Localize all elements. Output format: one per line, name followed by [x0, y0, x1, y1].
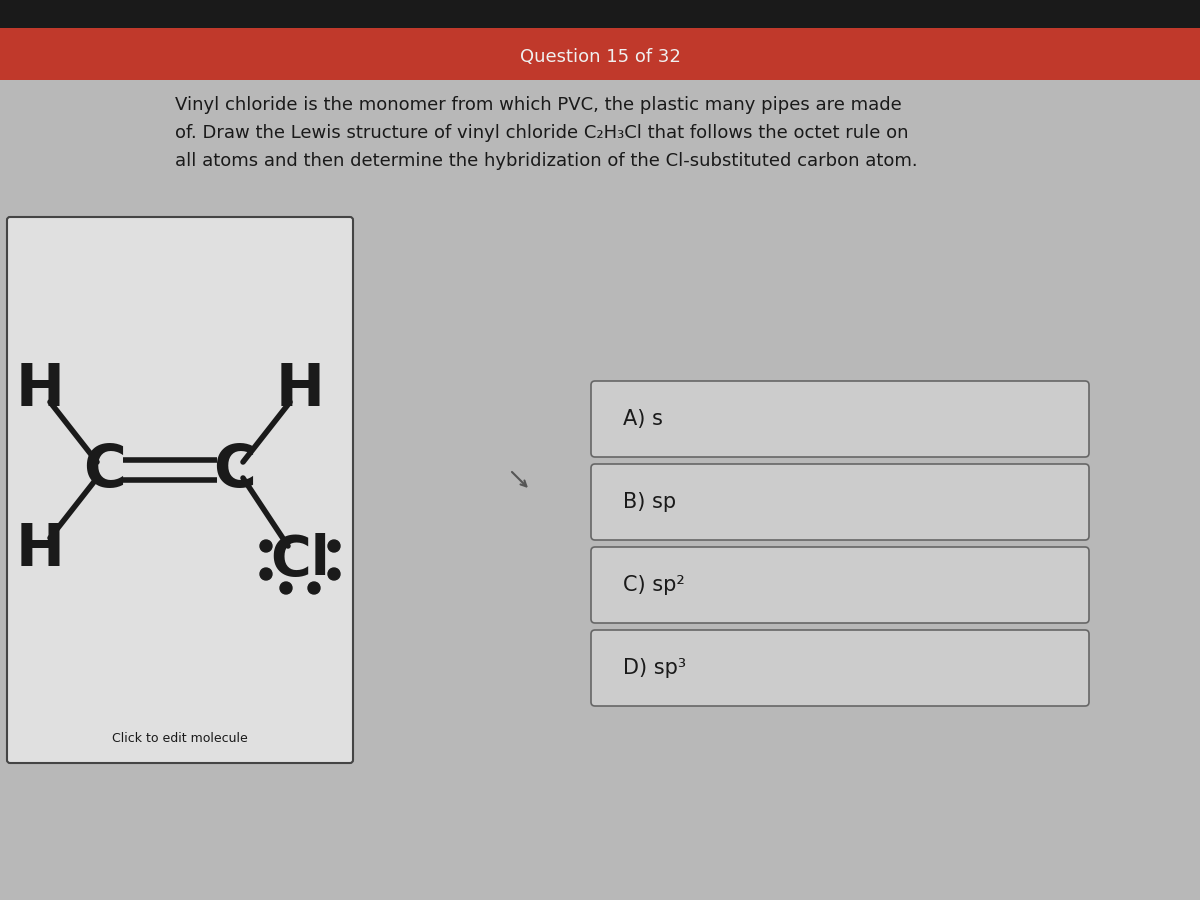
Text: C: C [84, 442, 126, 499]
Text: H: H [276, 362, 324, 418]
Text: H: H [16, 362, 65, 418]
FancyBboxPatch shape [592, 547, 1090, 623]
Text: B) sp: B) sp [623, 492, 676, 512]
Text: all atoms and then determine the hybridization of the Cl-substituted carbon atom: all atoms and then determine the hybridi… [175, 152, 918, 170]
Text: Cl: Cl [270, 533, 330, 587]
Circle shape [328, 568, 340, 580]
FancyBboxPatch shape [7, 217, 353, 763]
FancyBboxPatch shape [592, 464, 1090, 540]
Bar [0, 28, 1200, 80]
Circle shape [260, 568, 272, 580]
Text: A) s: A) s [623, 409, 662, 429]
Text: Question 15 of 32: Question 15 of 32 [520, 48, 680, 66]
Bar [0, 0, 1200, 28]
Text: D) sp³: D) sp³ [623, 658, 686, 678]
Text: C: C [214, 442, 257, 499]
Text: Vinyl chloride is the monomer from which PVC, the plastic many pipes are made: Vinyl chloride is the monomer from which… [175, 96, 901, 114]
Text: of. Draw the Lewis structure of vinyl chloride C₂H₃Cl that follows the octet rul: of. Draw the Lewis structure of vinyl ch… [175, 124, 908, 142]
FancyBboxPatch shape [592, 381, 1090, 457]
Text: C) sp²: C) sp² [623, 575, 685, 595]
Circle shape [280, 582, 292, 594]
Circle shape [308, 582, 320, 594]
Circle shape [260, 540, 272, 552]
Text: H: H [16, 521, 65, 579]
Circle shape [328, 540, 340, 552]
FancyBboxPatch shape [592, 630, 1090, 706]
Text: Click to edit molecule: Click to edit molecule [112, 732, 248, 744]
